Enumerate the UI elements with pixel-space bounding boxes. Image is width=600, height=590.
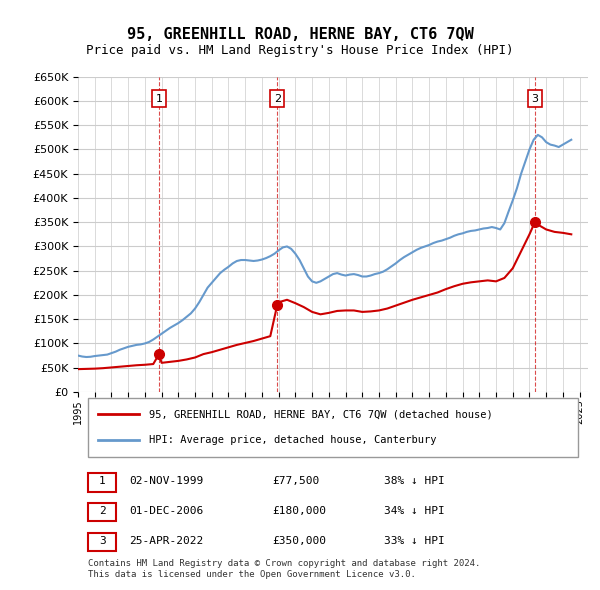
Text: HPI: Average price, detached house, Canterbury: HPI: Average price, detached house, Cant… <box>149 435 437 445</box>
Text: 01-DEC-2006: 01-DEC-2006 <box>129 506 203 516</box>
Text: 3: 3 <box>99 536 106 546</box>
Text: 95, GREENHILL ROAD, HERNE BAY, CT6 7QW: 95, GREENHILL ROAD, HERNE BAY, CT6 7QW <box>127 27 473 41</box>
Text: 2: 2 <box>274 94 281 104</box>
Text: 33% ↓ HPI: 33% ↓ HPI <box>384 536 445 546</box>
Text: 1: 1 <box>155 94 163 104</box>
Text: This data is licensed under the Open Government Licence v3.0.: This data is licensed under the Open Gov… <box>88 570 416 579</box>
Text: 3: 3 <box>532 94 538 104</box>
Text: 1: 1 <box>99 476 106 486</box>
Text: Price paid vs. HM Land Registry's House Price Index (HPI): Price paid vs. HM Land Registry's House … <box>86 44 514 57</box>
Text: 38% ↓ HPI: 38% ↓ HPI <box>384 476 445 486</box>
FancyBboxPatch shape <box>88 473 116 491</box>
Text: Contains HM Land Registry data © Crown copyright and database right 2024.: Contains HM Land Registry data © Crown c… <box>88 559 481 568</box>
Text: £350,000: £350,000 <box>272 536 326 546</box>
FancyBboxPatch shape <box>88 503 116 522</box>
Text: £77,500: £77,500 <box>272 476 319 486</box>
FancyBboxPatch shape <box>88 398 578 457</box>
Text: 95, GREENHILL ROAD, HERNE BAY, CT6 7QW (detached house): 95, GREENHILL ROAD, HERNE BAY, CT6 7QW (… <box>149 409 493 419</box>
Text: 02-NOV-1999: 02-NOV-1999 <box>129 476 203 486</box>
Text: £180,000: £180,000 <box>272 506 326 516</box>
FancyBboxPatch shape <box>88 533 116 551</box>
Text: 25-APR-2022: 25-APR-2022 <box>129 536 203 546</box>
Text: 34% ↓ HPI: 34% ↓ HPI <box>384 506 445 516</box>
Text: 2: 2 <box>99 506 106 516</box>
